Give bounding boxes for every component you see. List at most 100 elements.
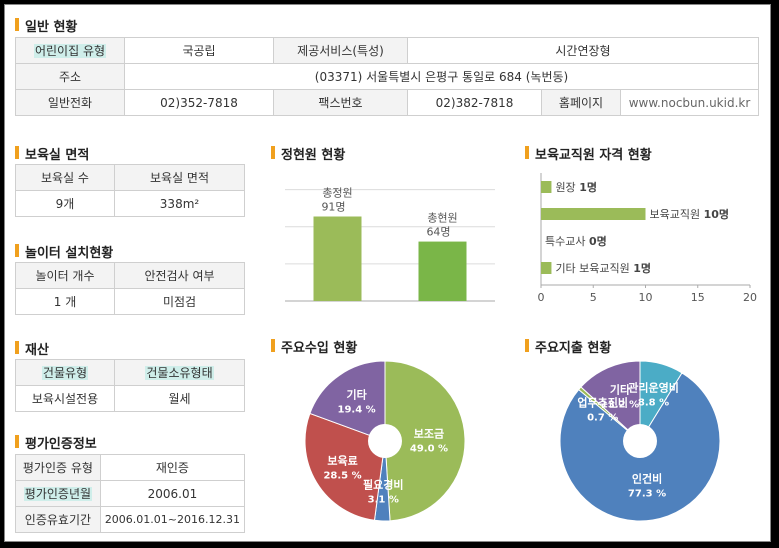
- property-table: 건물유형 건물소유형태 보육시설전용 월세: [15, 359, 245, 412]
- pie-center-hole: [368, 424, 402, 458]
- table-row: 주소 (03371) 서울특별시 은평구 통일로 684 (녹번동): [15, 63, 759, 90]
- accreditation-type-label: 평가인증 유형: [15, 454, 101, 481]
- safety-check-value: 미점검: [114, 288, 245, 315]
- rooms-count-value: 9개: [15, 190, 115, 217]
- bar-1: [541, 181, 552, 193]
- accreditation-type-value: 재인증: [99, 454, 246, 481]
- rooms-count-header: 보육실 수: [15, 164, 115, 191]
- building-type-header-cell: 건물유형: [15, 359, 115, 386]
- table-row: 보육시설전용 월세: [15, 385, 245, 412]
- bar-category-label: 총현원: [427, 212, 457, 225]
- bar-value-label: 91명: [321, 201, 345, 214]
- bar-category-label: 원장: [555, 181, 579, 194]
- bar-category-label: 특수교사: [545, 235, 589, 248]
- bar-1: [313, 216, 362, 301]
- pie-slice-value: 13.2 %: [601, 400, 639, 411]
- phone-label: 일반전화: [15, 89, 125, 116]
- x-tick-label: 5: [590, 291, 597, 304]
- validity-period-value: 2006.01.01~2016.12.31: [99, 506, 246, 533]
- table-row: 어린이집 유형 국공립 제공서비스(특성) 시간연장형: [15, 37, 759, 64]
- pie-slice-value: 8.8 %: [638, 397, 669, 408]
- table-row: 건물유형 건물소유형태: [15, 359, 245, 386]
- table-row: 놀이터 개수 안전검사 여부: [15, 262, 245, 289]
- pie-slice-value: 19.4 %: [338, 404, 376, 415]
- pie-slice-label: 관리운영비: [628, 380, 679, 394]
- accreditation-table: 평가인증 유형 재인증 평가인증년월 2006.01 인증유효기간 2006.0…: [15, 454, 246, 533]
- ownership-header-cell: 건물소유형태: [114, 359, 245, 386]
- playground-count-header: 놀이터 개수: [15, 262, 115, 289]
- fax-value: 02)382-7818: [407, 89, 542, 116]
- table-row: 9개 338m²: [15, 190, 245, 217]
- building-type-value: 보육시설전용: [15, 385, 115, 412]
- pie-slice-label: 기타: [346, 387, 367, 401]
- building-type-header: 건물유형: [41, 366, 89, 380]
- property-section-title: 재산: [15, 339, 49, 358]
- validity-period-label: 인증유효기간: [15, 506, 101, 533]
- table-row: 일반전화 02)352-7818 팩스번호 02)382-7818 홈페이지 w…: [15, 89, 759, 116]
- bar-category-label: 총정원: [322, 187, 352, 200]
- income-pie-chart: 보조금 49.0 % 필요경비 3.1 % 보육료 28.5 % 기타 19.4 %: [304, 360, 466, 522]
- pie-slice-label: 보육료: [327, 455, 357, 468]
- address-label: 주소: [15, 63, 125, 90]
- bar-value-label: 1명: [633, 261, 651, 275]
- homepage-link[interactable]: www.nocbun.ukid.kr: [620, 89, 759, 116]
- pie-slice-label: 기타: [610, 383, 631, 397]
- bar-label: 기타 보육교직원 1명: [555, 261, 651, 275]
- report-frame: 일반 현황 어린이집 유형 국공립 제공서비스(특성) 시간연장형 주소 (03…: [4, 4, 771, 542]
- phone-value: 02)352-7818: [124, 89, 274, 116]
- bar-category-label: 보육교직원: [650, 208, 704, 221]
- pie-slice-value: 3.1 %: [368, 495, 399, 506]
- pie-slice-3: [304, 412, 386, 521]
- expense-chart-title: 주요지출 현황: [525, 337, 611, 356]
- accreditation-date-label: 평가인증년월: [23, 487, 93, 501]
- general-section-title: 일반 현황: [15, 16, 77, 35]
- table-row: 인증유효기간 2006.01.01~2016.12.31: [15, 506, 246, 533]
- ownership-header: 건물소유형태: [145, 366, 214, 380]
- pie-slice-value: 0.7 %: [587, 412, 618, 423]
- expense-pie-chart: 관리운영비 8.8 % 인건비 77.3 % 업무추진비 0.7 % 기타 13.2 %: [559, 360, 721, 522]
- rooms-table: 보육실 수 보육실 면적 9개 338m²: [15, 164, 245, 217]
- bar-label: 보육교직원 10명: [650, 207, 730, 221]
- address-value: (03371) 서울특별시 은평구 통일로 684 (녹번동): [124, 63, 759, 90]
- type-label-cell: 어린이집 유형: [15, 37, 125, 64]
- pie-slice-label: 필요경비: [363, 478, 403, 492]
- x-tick-label: 20: [743, 291, 757, 304]
- rooms-area-header: 보육실 면적: [114, 164, 245, 191]
- safety-check-header: 안전검사 여부: [114, 262, 245, 289]
- bar-value-label: 1명: [579, 180, 597, 194]
- accreditation-date-value: 2006.01: [99, 480, 246, 507]
- table-row: 1 개 미점검: [15, 288, 245, 315]
- playground-section-title: 놀이터 설치현황: [15, 242, 113, 261]
- x-tick-label: 10: [639, 291, 653, 304]
- bar-2: [541, 208, 646, 220]
- pie-slice-value: 28.5 %: [323, 471, 361, 482]
- type-value: 국공립: [124, 37, 274, 64]
- type-label: 어린이집 유형: [33, 44, 107, 58]
- pie-slice-label: 업무추진비: [577, 395, 628, 409]
- x-tick-label: 0: [538, 291, 545, 304]
- bar-value-label: 0명: [589, 234, 607, 248]
- pie-slice-4: [580, 360, 641, 443]
- service-label: 제공서비스(특성): [273, 37, 408, 64]
- service-value: 시간연장형: [407, 37, 759, 64]
- playground-count-value: 1 개: [15, 288, 115, 315]
- bar-value-label: 64명: [426, 226, 450, 239]
- bar-label: 원장 1명: [555, 180, 597, 194]
- table-row: 평가인증년월 2006.01: [15, 480, 246, 507]
- table-row: 평가인증 유형 재인증: [15, 454, 246, 481]
- fax-label: 팩스번호: [273, 89, 408, 116]
- bar-value-label: 10명: [704, 207, 729, 221]
- income-chart-title: 주요수입 현황: [271, 337, 357, 356]
- accreditation-section-title: 평가인증정보: [15, 433, 97, 452]
- accreditation-date-label-cell: 평가인증년월: [15, 480, 101, 507]
- staff-chart-title: 보육교직원 자격 현황: [525, 144, 652, 163]
- pie-center-hole: [623, 424, 657, 458]
- pie-slice-label: 인건비: [632, 471, 662, 485]
- rooms-section-title: 보육실 면적: [15, 144, 89, 163]
- homepage-label: 홈페이지: [541, 89, 621, 116]
- bar-category-label: 기타 보육교직원: [555, 262, 633, 275]
- bar-4: [541, 262, 552, 274]
- ownership-value: 월세: [114, 385, 245, 412]
